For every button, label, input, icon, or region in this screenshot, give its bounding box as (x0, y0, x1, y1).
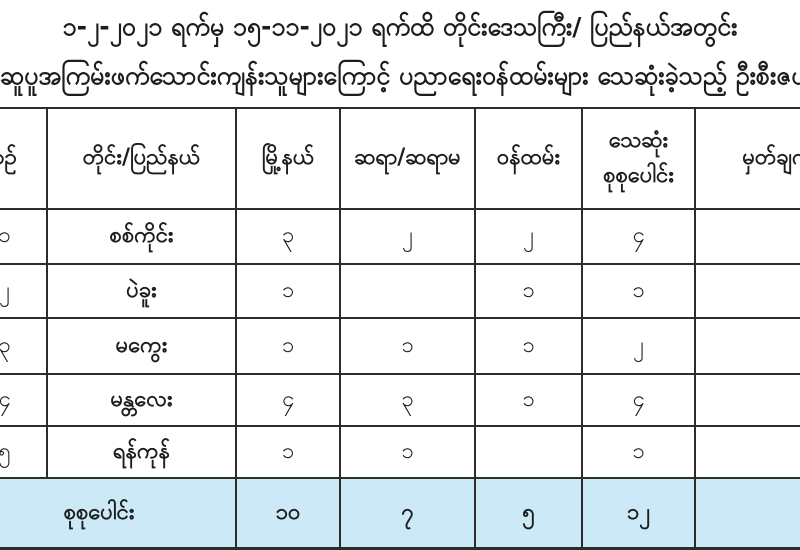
remark-cell (694, 263, 800, 319)
township-count-cell: ၁ (235, 317, 341, 375)
total-teacher-cell: ၇ (339, 477, 476, 550)
death-total-cell: ၄ (581, 208, 696, 265)
death-total-cell: ၁ (581, 263, 696, 319)
title-line-2: ဆူပူအကြမ်းဖက်သောင်းကျန်းသူများကြောင့် ပည… (0, 61, 800, 90)
col-header-region: တိုင်း/ပြည်နယ် (46, 107, 237, 210)
region-cell: ပဲခူး (46, 263, 237, 319)
region-cell: မန္တလေး (46, 373, 237, 427)
region-cell: မကွေး (46, 317, 237, 375)
total-staff-cell: ၅ (474, 477, 583, 550)
table-row: ၁ စစ်ကိုင်း ၃ ၂ ၂ ၄ (0, 208, 800, 265)
township-count-cell: ၄ (235, 373, 341, 427)
table-header-row: စဉ် တိုင်း/ပြည်နယ် မြို့နယ် ဆရာ/ဆရာမ ဝန်… (0, 107, 800, 210)
table-row: ၅ ရန်ကုန် ၁ ၁ ၁ (0, 425, 800, 479)
staff-count-cell (474, 425, 583, 479)
township-count-cell: ၃ (235, 208, 341, 265)
teacher-count-cell: ၃ (339, 373, 476, 427)
col-header-staff: ဝန်ထမ်း (474, 107, 583, 210)
death-total-cell: ၂ (581, 317, 696, 375)
casualty-table: စဉ် တိုင်း/ပြည်နယ် မြို့နယ် ဆရာ/ဆရာမ ဝန်… (0, 107, 800, 550)
teacher-count-cell: ၁ (339, 425, 476, 479)
staff-count-cell: ၂ (474, 208, 583, 265)
total-remark-cell (694, 477, 800, 550)
township-count-cell: ၁ (235, 263, 341, 319)
teacher-count-cell: ၂ (339, 208, 476, 265)
staff-count-cell: ၁ (474, 263, 583, 319)
total-township-cell: ၁၀ (235, 477, 341, 550)
teacher-count-cell (339, 263, 476, 319)
remark-cell (694, 208, 800, 265)
remark-cell (694, 425, 800, 479)
serial-cell: ၂ (0, 263, 48, 319)
region-cell: စစ်ကိုင်း (46, 208, 237, 265)
serial-cell: ၄ (0, 373, 48, 427)
township-count-cell: ၁ (235, 425, 341, 479)
table-row: ၂ ပဲခူး ၁ ၁ ၁ (0, 263, 800, 319)
death-total-cell: ၄ (581, 373, 696, 427)
serial-cell: ၅ (0, 425, 48, 479)
staff-count-cell: ၁ (474, 317, 583, 375)
total-label: စုစုပေါင်း (0, 477, 237, 550)
remark-cell (694, 373, 800, 427)
table-row: ၄ မန္တလေး ၄ ၃ ၁ ၄ (0, 373, 800, 427)
death-total-cell: ၁ (581, 425, 696, 479)
col-header-township: မြို့နယ် (235, 107, 341, 210)
total-death-cell: ၁၂ (581, 477, 696, 550)
region-cell: ရန်ကုန် (46, 425, 237, 479)
total-row: စုစုပေါင်း ၁၀ ၇ ၅ ၁၂ (0, 477, 800, 550)
remark-cell (694, 317, 800, 375)
teacher-count-cell: ၁ (339, 317, 476, 375)
col-header-serial: စဉ် (0, 107, 48, 210)
title-line-1: ၁-၂-၂၀၂၁ ရက်မှ ၁၅-၁၁-၂၀၂၁ ရက်ထိ တိုင်းဒေ… (62, 12, 738, 41)
staff-count-cell: ၁ (474, 373, 583, 427)
document-title: ၁-၂-၂၀၂၁ ရက်မှ ၁၅-၁၁-၂၀၂၁ ရက်ထိ တိုင်းဒေ… (0, 2, 800, 100)
col-header-remark: မှတ်ချက် (694, 107, 800, 210)
table-row: ၃ မကွေး ၁ ၁ ၁ ၂ (0, 317, 800, 375)
col-header-teachers: ဆရာ/ဆရာမ (339, 107, 476, 210)
col-header-death-total: သေဆုံး စုစုပေါင်း (581, 107, 696, 210)
serial-cell: ၃ (0, 317, 48, 375)
serial-cell: ၁ (0, 208, 48, 265)
